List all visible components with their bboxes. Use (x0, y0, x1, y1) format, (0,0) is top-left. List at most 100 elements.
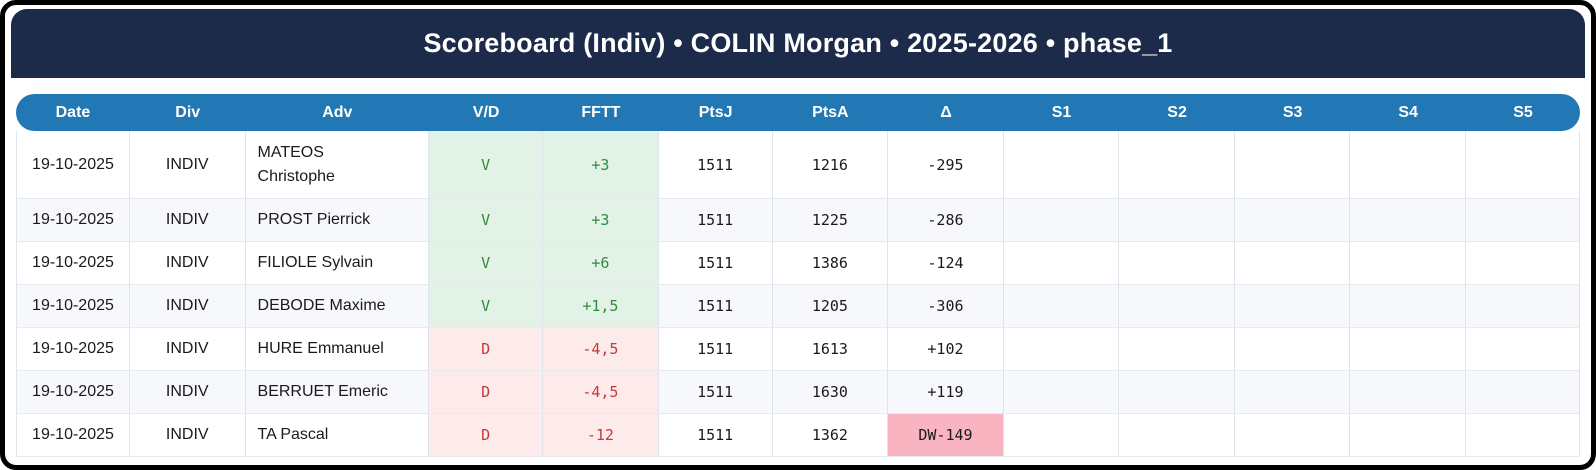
cell-s4 (1350, 131, 1466, 199)
cell-delta: -286 (888, 199, 1004, 242)
cell-fftt: +6 (543, 242, 659, 285)
table-row: 19-10-2025 INDIV BERRUET Emeric D -4,5 1511 16… (16, 371, 1580, 414)
cell-s4 (1350, 242, 1466, 285)
cell-v-d: D (429, 328, 544, 371)
cell-s4 (1350, 371, 1466, 414)
cell-div: INDIV (129, 285, 246, 328)
cell-ptsj: 1511 (658, 414, 773, 457)
cell-s3 (1234, 131, 1351, 199)
cell-adv: TA Pascal (245, 414, 430, 457)
cell-fftt: +3 (543, 131, 659, 199)
table-row: 19-10-2025 INDIV FILIOLE Sylvain V +6 1511 138… (16, 242, 1580, 285)
cell-v-d: V (429, 199, 544, 242)
cell-v-d: V (429, 131, 544, 199)
cell-delta: -306 (888, 285, 1004, 328)
cell-s3 (1234, 371, 1351, 414)
table-body: 19-10-2025 INDIV MATEOS Christophe V +3 1511 1… (16, 131, 1580, 457)
column-header-div: Div (129, 94, 246, 131)
cell-div: INDIV (129, 199, 246, 242)
cell-s3 (1234, 242, 1351, 285)
cell-s2 (1119, 371, 1235, 414)
cell-s1 (1003, 414, 1120, 457)
cell-delta: +119 (888, 371, 1004, 414)
cell-s3 (1234, 414, 1351, 457)
cell-date: 19-10-2025 (16, 131, 130, 199)
cell-fftt: -4,5 (543, 371, 659, 414)
cell-s2 (1119, 131, 1235, 199)
column-header-ptsa: PtsA (772, 94, 889, 131)
cell-ptsa: 1362 (772, 414, 889, 457)
cell-s5 (1465, 414, 1580, 457)
cell-adv: HURE Emmanuel (245, 328, 430, 371)
table-row: 19-10-2025 INDIV DEBODE Maxime V +1,5 1511 120… (16, 285, 1580, 328)
cell-s1 (1003, 242, 1120, 285)
cell-date: 19-10-2025 (16, 285, 130, 328)
scoreboard-table-wrap: Date Div Adv V/D FFTT PtsJ PtsA Δ S1 S2 S3 S4 S5 19-… (16, 94, 1580, 457)
scoreboard-table: Date Div Adv V/D FFTT PtsJ PtsA Δ S1 S2 S3 S4 S5 19-… (16, 94, 1580, 457)
cell-delta: +102 (888, 328, 1004, 371)
cell-div: INDIV (129, 414, 246, 457)
cell-s5 (1465, 242, 1580, 285)
cell-ptsj: 1511 (658, 199, 773, 242)
cell-div: INDIV (129, 242, 246, 285)
cell-fftt: -4,5 (543, 328, 659, 371)
column-header-s3: S3 (1234, 94, 1351, 131)
cell-ptsa: 1216 (772, 131, 889, 199)
cell-ptsa: 1225 (772, 199, 889, 242)
cell-ptsj: 1511 (658, 328, 773, 371)
table-row: 19-10-2025 INDIV MATEOS Christophe V +3 1511 1… (16, 131, 1580, 199)
cell-div: INDIV (129, 131, 246, 199)
cell-date: 19-10-2025 (16, 371, 130, 414)
cell-adv: FILIOLE Sylvain (245, 242, 430, 285)
cell-s2 (1119, 328, 1235, 371)
title-band: Scoreboard (Indiv) • COLIN Morgan • 2025… (11, 9, 1585, 78)
cell-s2 (1119, 414, 1235, 457)
cell-adv: PROST Pierrick (245, 199, 430, 242)
cell-date: 19-10-2025 (16, 199, 130, 242)
table-row: 19-10-2025 INDIV TA Pascal D -12 1511 1362 DW-1… (16, 414, 1580, 457)
cell-ptsj: 1511 (658, 242, 773, 285)
cell-s5 (1465, 328, 1580, 371)
column-header-s5: S5 (1465, 94, 1580, 131)
cell-delta: -295 (888, 131, 1004, 199)
cell-v-d: V (429, 285, 544, 328)
cell-fftt: -12 (543, 414, 659, 457)
cell-s5 (1465, 285, 1580, 328)
cell-s5 (1465, 131, 1580, 199)
cell-adv: MATEOS Christophe (245, 131, 430, 199)
column-header-date: Date (16, 94, 130, 131)
cell-adv: DEBODE Maxime (245, 285, 430, 328)
column-header-fftt: FFTT (543, 94, 659, 131)
cell-fftt: +3 (543, 199, 659, 242)
cell-s4 (1350, 285, 1466, 328)
cell-ptsa: 1630 (772, 371, 889, 414)
cell-s5 (1465, 371, 1580, 414)
cell-s5 (1465, 199, 1580, 242)
cell-ptsa: 1386 (772, 242, 889, 285)
cell-date: 19-10-2025 (16, 328, 130, 371)
cell-v-d: V (429, 242, 544, 285)
cell-delta: DW-149 (888, 414, 1004, 457)
cell-s4 (1350, 199, 1466, 242)
cell-delta: -124 (888, 242, 1004, 285)
cell-s1 (1003, 199, 1120, 242)
cell-s3 (1234, 328, 1351, 371)
column-header-s2: S2 (1119, 94, 1235, 131)
cell-v-d: D (429, 371, 544, 414)
column-header-s1: S1 (1003, 94, 1120, 131)
page-title: Scoreboard (Indiv) • COLIN Morgan • 2025… (423, 28, 1173, 58)
cell-div: INDIV (129, 328, 246, 371)
column-header-v-d: V/D (429, 94, 544, 131)
cell-ptsa: 1205 (772, 285, 889, 328)
cell-s2 (1119, 199, 1235, 242)
cell-adv: BERRUET Emeric (245, 371, 430, 414)
table-row: 19-10-2025 INDIV PROST Pierrick V +3 1511 1225… (16, 199, 1580, 242)
column-header-delta: Δ (888, 94, 1004, 131)
column-header-adv: Adv (245, 94, 430, 131)
cell-ptsj: 1511 (658, 131, 773, 199)
header-row: Date Div Adv V/D FFTT PtsJ PtsA Δ S1 S2 S3 S4 S5 (16, 94, 1580, 131)
cell-s1 (1003, 131, 1120, 199)
cell-ptsj: 1511 (658, 285, 773, 328)
cell-s1 (1003, 371, 1120, 414)
cell-s4 (1350, 328, 1466, 371)
